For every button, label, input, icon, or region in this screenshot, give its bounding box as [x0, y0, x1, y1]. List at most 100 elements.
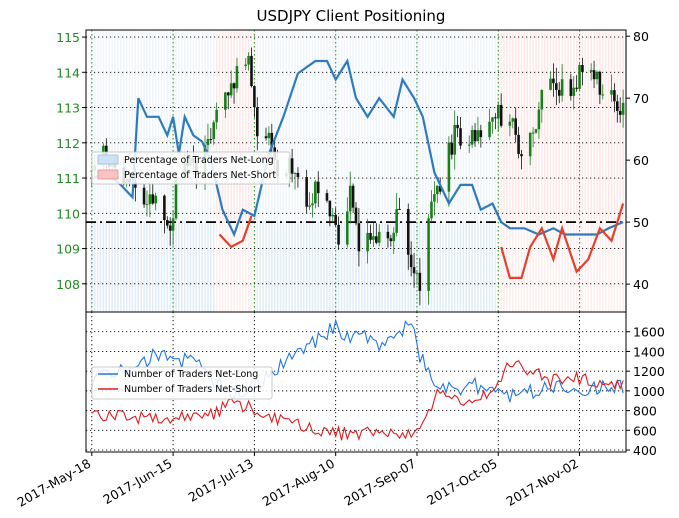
net-short-shade-bar: [224, 30, 227, 223]
net-long-shade-bar: [453, 222, 456, 312]
net-long-shade-bar: [323, 30, 325, 223]
price-candle-body: [450, 142, 454, 155]
net-short-shade-bar: [244, 30, 247, 223]
net-short-shade-bar: [535, 222, 537, 312]
net-long-shade-bar: [157, 222, 160, 312]
net-long-shade-bar: [151, 222, 154, 312]
price-candle-body: [357, 223, 361, 252]
positioning-percentage-lines: [91, 58, 625, 279]
price-candle-body: [206, 139, 210, 146]
net-long-shade-bar: [300, 30, 302, 223]
net-long-shade-bar: [392, 222, 395, 312]
price-candle-body: [520, 154, 523, 157]
price-candle-body: [165, 220, 169, 226]
net-short-shade-bar: [610, 30, 613, 223]
net-long-shade-bar: [468, 30, 471, 223]
net-long-shade-bar: [160, 222, 163, 312]
net-short-shade-bar: [230, 30, 232, 223]
net-long-shade-bar: [102, 30, 105, 223]
net-long-shade-bar: [305, 222, 308, 312]
net-short-shade-bar: [233, 222, 235, 312]
count-tick-label: 1200: [633, 364, 665, 379]
net-long-shade-bar: [381, 30, 383, 223]
net-short-shade-bar: [503, 30, 505, 223]
net-long-shade-bar: [297, 30, 299, 223]
net-short-shade-bar: [230, 222, 232, 312]
net-long-shade-bar: [166, 30, 169, 223]
price-candle-body: [418, 272, 422, 291]
net-short-shade-bar: [552, 222, 555, 312]
net-short-shade-bar: [549, 30, 552, 223]
net-long-shade-bar: [279, 222, 282, 312]
price-candle-body: [375, 236, 378, 243]
net-long-shade-bar: [201, 222, 203, 312]
trader-count-legend: Number of Traders Net-Long Number of Tra…: [91, 366, 273, 400]
price-tick-label: 112: [56, 136, 80, 151]
net-short-shade-bar: [601, 30, 604, 223]
net-short-shade-bar: [227, 30, 230, 223]
net-long-shade-bar: [395, 222, 398, 312]
net-long-shade-bar: [256, 222, 259, 312]
price-candle-body: [494, 117, 497, 119]
count-tick-label: 400: [633, 443, 657, 458]
net-long-shade-bar: [140, 30, 142, 223]
date-tick-label: 2017-Oct-05: [424, 456, 500, 508]
net-long-shade-bar: [448, 222, 450, 312]
date-tick-label: 2017-Jun-15: [100, 456, 174, 507]
price-candle-body: [534, 129, 538, 133]
net-long-count-line: [91, 318, 624, 403]
net-long-shade-bar: [482, 222, 485, 312]
net-long-percentage-line: [91, 58, 624, 238]
net-short-shade-bar: [511, 222, 514, 312]
price-tick-label: 109: [56, 242, 80, 257]
price-candle-body: [215, 109, 218, 123]
net-long-shade-bar: [320, 222, 322, 312]
net-long-shade-bar: [343, 30, 346, 223]
net-short-shade-bar: [552, 30, 555, 223]
net-long-shade-bar: [175, 30, 177, 223]
price-candle-body: [151, 194, 155, 204]
count-tick-label: 1000: [633, 384, 665, 399]
net-long-shade-bar: [210, 30, 212, 223]
net-short-shade-bar: [526, 222, 529, 312]
count-tick-label: 800: [633, 404, 657, 419]
net-short-shade-bar: [616, 30, 619, 223]
legend-box: [91, 366, 273, 400]
net-short-shade-bar: [241, 222, 244, 312]
net-short-shade-bar: [596, 30, 598, 223]
net-long-shade-bar: [445, 30, 447, 223]
net-long-shade-bar: [204, 222, 206, 312]
net-long-shade-bar: [346, 30, 349, 223]
price-candle-body: [264, 136, 268, 139]
net-short-shade-bar: [514, 222, 517, 312]
price-candle-body: [142, 187, 146, 205]
price-candle-body: [392, 232, 396, 242]
net-long-shade-bar: [372, 222, 375, 312]
net-short-shade-bar: [581, 30, 584, 223]
net-long-shade-bar: [433, 30, 436, 223]
price-candle-body: [435, 185, 439, 195]
net-long-shade-bar: [125, 30, 128, 223]
net-short-shade-bar: [570, 222, 572, 312]
price-candle-body: [174, 177, 178, 219]
net-long-shade-bar: [195, 30, 198, 223]
net-short-shade-bar: [599, 30, 601, 223]
net-short-shade-bar: [567, 30, 569, 223]
net-short-shade-bar: [572, 222, 575, 312]
net-long-shade-bar: [268, 30, 270, 223]
price-candle-body: [296, 172, 300, 178]
net-long-shade-bar: [134, 222, 137, 312]
net-short-shade-bar: [503, 222, 505, 312]
price-candle-body: [328, 200, 332, 217]
net-short-shade-bar: [546, 222, 549, 312]
price-candle-body: [267, 132, 271, 139]
net-long-shade-bar: [189, 222, 192, 312]
net-long-shade-bar: [482, 30, 485, 223]
net-long-shade-bar: [140, 222, 142, 312]
price-candle-body: [569, 79, 573, 96]
net-long-shade-bar: [442, 30, 444, 223]
net-long-shade-bar: [285, 222, 288, 312]
net-long-shade-bar: [183, 30, 186, 223]
net-long-shade-bar: [433, 222, 436, 312]
price-candle-body: [615, 101, 619, 111]
